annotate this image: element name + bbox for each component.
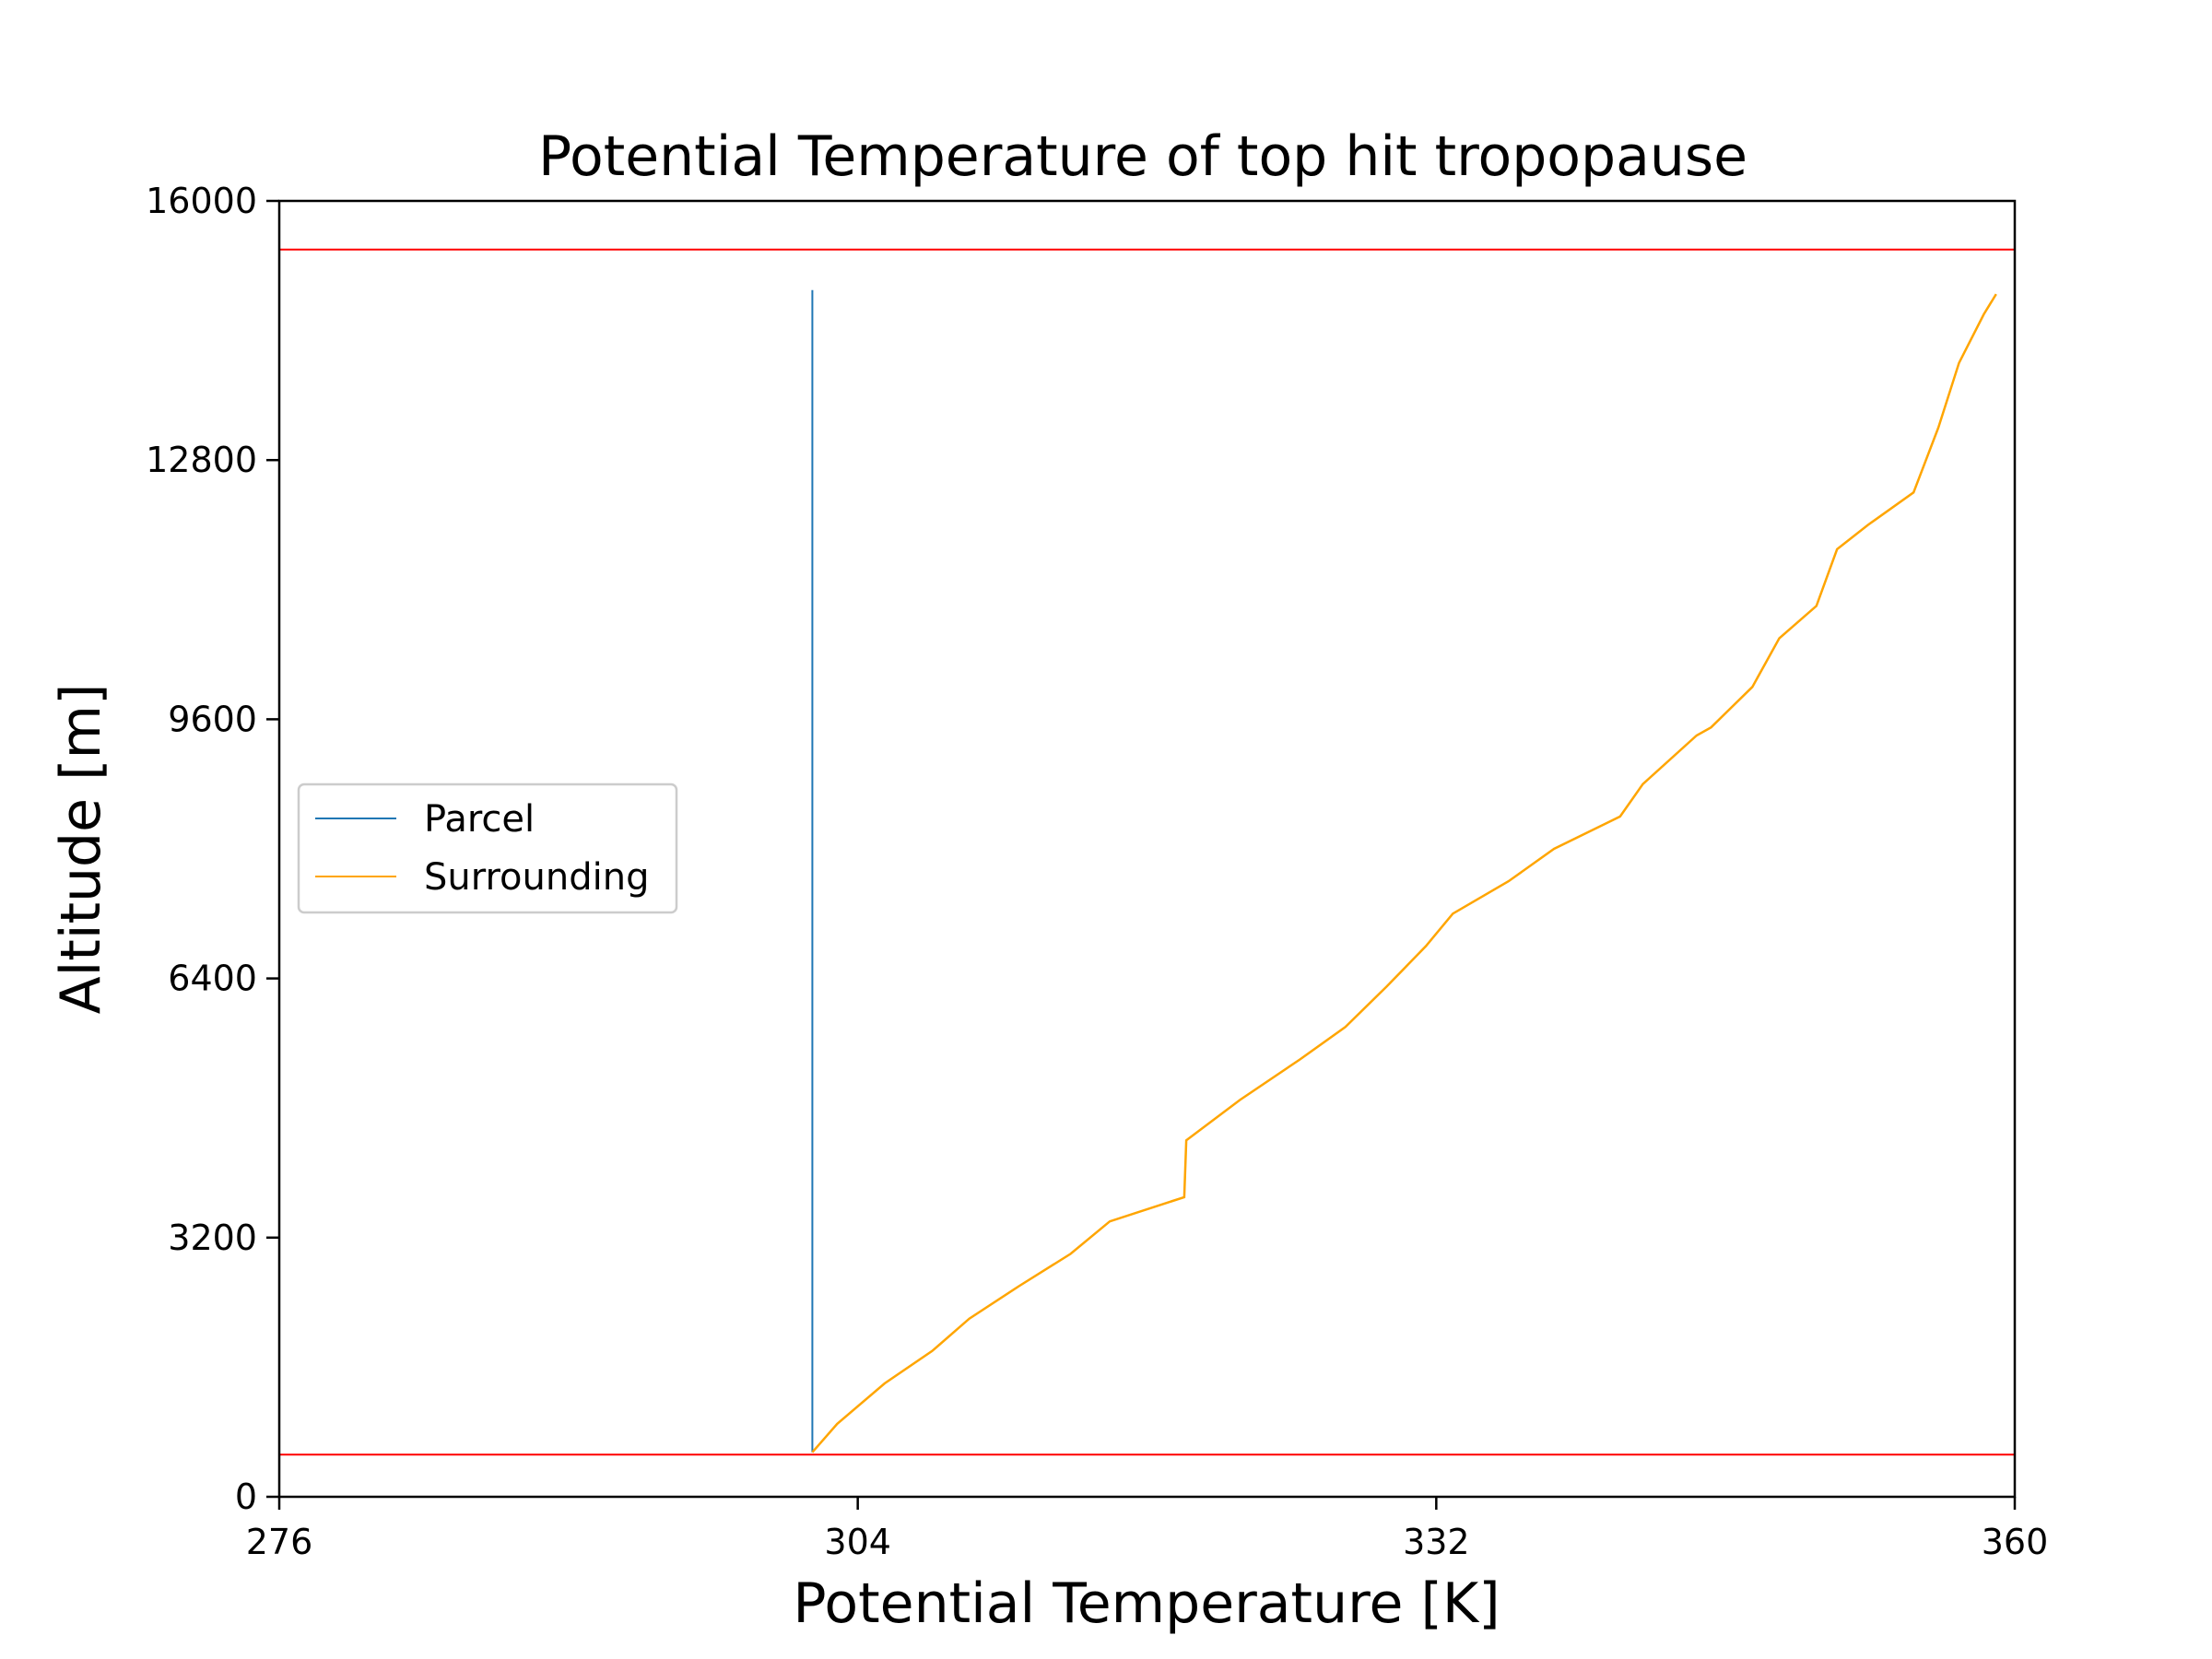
- legend: Parcel Surrounding: [297, 782, 678, 914]
- y-axis-ticks: 0 3200 6400 9600 12800 16000: [146, 181, 279, 1517]
- y-tick-label: 16000: [146, 181, 257, 221]
- series-line-surrounding: [811, 293, 1997, 1453]
- legend-box: [297, 782, 678, 914]
- axes-frame: [277, 199, 2017, 1499]
- legend-label-parcel: Parcel: [424, 798, 535, 841]
- y-axis-label: Altitude [m]: [49, 684, 113, 1015]
- plot-area: [279, 248, 2015, 1456]
- x-tick-label: 360: [1982, 1522, 2049, 1562]
- y-tick-label: 6400: [168, 959, 257, 999]
- y-tick-label: 12800: [146, 440, 257, 480]
- y-tick-label: 9600: [168, 699, 257, 739]
- x-tick-label: 304: [824, 1522, 891, 1562]
- x-tick-label: 332: [1403, 1522, 1470, 1562]
- x-axis-ticks: 276 304 332 360: [246, 1497, 2049, 1562]
- chart-title: Potential Temperature of top hit tropopa…: [538, 124, 1747, 189]
- x-axis-label: Potential Temperature [K]: [793, 1571, 1500, 1636]
- y-tick-label: 3200: [168, 1218, 257, 1258]
- legend-label-surrounding: Surrounding: [424, 856, 649, 899]
- x-tick-label: 276: [246, 1522, 313, 1562]
- y-tick-label: 0: [235, 1477, 257, 1517]
